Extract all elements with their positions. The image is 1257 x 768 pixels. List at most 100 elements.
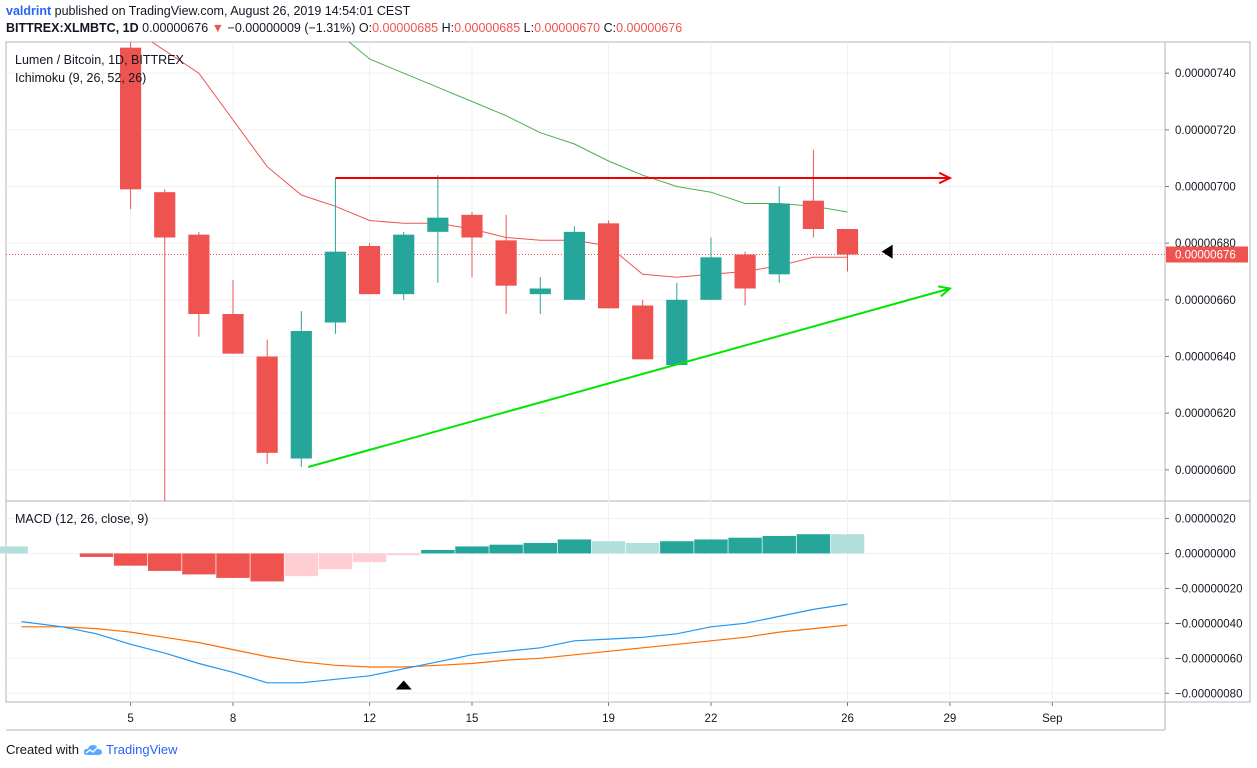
time-axis[interactable]: 5 8 12 15 19 22 26 29 Sep — [127, 702, 1063, 725]
candle-down — [256, 356, 278, 453]
price-axis[interactable]: 0.000007400.000007200.000007000.00000680… — [1165, 68, 1248, 477]
macd-histogram-bar — [148, 553, 182, 571]
macd-cross-marker-icon — [395, 680, 412, 690]
support-arrowhead — [937, 285, 953, 298]
macd-histogram-bar — [557, 539, 592, 554]
time-tick-label: 26 — [841, 713, 854, 725]
trendlines[interactable] — [307, 171, 953, 468]
macd-tick-label: −0.00000020 — [1175, 583, 1242, 595]
macd-tick-label: 0.00000020 — [1175, 513, 1236, 525]
current-price-label: 0.00000676 — [1175, 250, 1236, 262]
close-label: C: — [603, 21, 617, 35]
open-value: 0.00000685 — [372, 21, 439, 35]
author-link[interactable]: valdrint — [6, 4, 52, 18]
price-change: −0.00000009 (−1.31%) — [227, 21, 356, 35]
macd-histogram-bar — [728, 537, 762, 554]
macd-axis[interactable]: 0.00000020 0.00000000 −0.00000020 −0.000000… — [1165, 513, 1242, 700]
kijun-line — [348, 42, 848, 213]
price-tick-label: 0.00000720 — [1175, 125, 1236, 137]
close-value: 0.00000676 — [616, 21, 683, 35]
candle-up — [529, 288, 551, 295]
macd-line — [21, 603, 848, 684]
candle-down — [461, 214, 483, 238]
time-tick-label: 12 — [363, 713, 376, 725]
created-with-label: Created with — [6, 742, 79, 757]
macd-tick-label: −0.00000080 — [1175, 688, 1242, 700]
ichimoku-legend[interactable]: Ichimoku (9, 26, 52, 26) — [15, 71, 147, 85]
low-label: L: — [523, 21, 535, 35]
candles — [120, 42, 859, 501]
macd-tick-label: −0.00000060 — [1175, 653, 1242, 665]
change-down-icon: ▼ — [211, 21, 225, 35]
price-tick-label: 0.00000700 — [1175, 182, 1236, 194]
time-tick-label: 22 — [705, 713, 718, 725]
symbol-name: BITTREX:XLMBTC, 1D — [6, 21, 139, 35]
candle-down — [734, 254, 756, 289]
price-tick-label: 0.00000620 — [1175, 408, 1236, 420]
macd-histogram-bar — [113, 553, 148, 566]
tradingview-label: TradingView — [105, 742, 178, 757]
candle-up — [290, 331, 312, 459]
candle-down — [120, 47, 142, 190]
candle-down — [632, 305, 654, 360]
publish-header: valdrint published on TradingView.com, A… — [6, 4, 410, 18]
last-price: 0.00000676 — [142, 21, 209, 35]
time-tick-label: 15 — [466, 713, 479, 725]
price-tick-label: 0.00000740 — [1175, 68, 1236, 80]
tradingview-brand[interactable]: TradingView — [83, 742, 178, 757]
support-line — [307, 287, 951, 468]
candle-up — [700, 257, 722, 300]
time-tick-label: 8 — [230, 713, 236, 725]
macd-histogram-bar — [182, 553, 216, 575]
price-marker-icon — [881, 244, 893, 259]
time-tick-label: 29 — [944, 713, 957, 725]
candle-down — [154, 192, 176, 238]
high-label: H: — [441, 21, 455, 35]
macd-histogram-bar — [796, 534, 831, 554]
macd-histogram-bar — [79, 553, 114, 557]
macd-histogram-bar — [830, 534, 865, 554]
macd-histogram-bar — [250, 553, 284, 582]
candle-up — [666, 299, 688, 365]
macd-histogram-bar — [386, 553, 421, 556]
grid — [6, 42, 1165, 702]
macd-histogram-bar — [762, 535, 796, 554]
candle-up — [393, 234, 415, 295]
price-tick-label: 0.00000600 — [1175, 465, 1236, 477]
macd-pane — [0, 534, 865, 690]
macd-histogram-bar — [625, 542, 660, 554]
macd-histogram-bar — [591, 541, 626, 554]
macd-signal-line — [21, 624, 848, 668]
candle-down — [836, 229, 859, 255]
chart-frame — [5, 41, 1251, 703]
macd-histogram-bar — [523, 542, 557, 554]
time-tick-label: Sep — [1042, 713, 1062, 725]
tenkan-line — [151, 42, 848, 278]
symbol-header: BITTREX:XLMBTC, 1D 0.00000676 ▼ −0.00000… — [6, 21, 682, 35]
macd-histogram-bar — [660, 541, 694, 554]
resistance-arrowhead — [938, 171, 953, 185]
high-value: 0.00000685 — [454, 21, 521, 35]
macd-histogram-bar — [352, 553, 387, 563]
time-tick-label: 19 — [602, 713, 615, 725]
macd-histogram-bar — [284, 553, 319, 577]
low-value: 0.00000670 — [534, 21, 601, 35]
macd-histogram-bar — [455, 546, 489, 554]
candle-down — [188, 234, 210, 314]
macd-tick-label: 0.00000000 — [1175, 548, 1236, 560]
publish-info: published on TradingView.com, August 26,… — [54, 4, 411, 18]
current-price-tag — [1166, 246, 1248, 263]
macd-histogram-bar — [318, 553, 353, 570]
candle-up — [324, 251, 347, 323]
main-legend-title: Lumen / Bitcoin, 1D, BITTREX — [15, 53, 184, 67]
price-tick-label: 0.00000640 — [1175, 352, 1236, 364]
candle-down — [802, 200, 824, 229]
macd-histogram-bar — [0, 546, 28, 554]
candle-up — [563, 231, 585, 300]
candle-up — [427, 217, 449, 232]
macd-histogram-bar — [216, 553, 250, 578]
footer: Created with TradingView — [6, 742, 178, 757]
macd-legend[interactable]: MACD (12, 26, close, 9) — [15, 512, 149, 526]
candle-down — [597, 223, 620, 309]
